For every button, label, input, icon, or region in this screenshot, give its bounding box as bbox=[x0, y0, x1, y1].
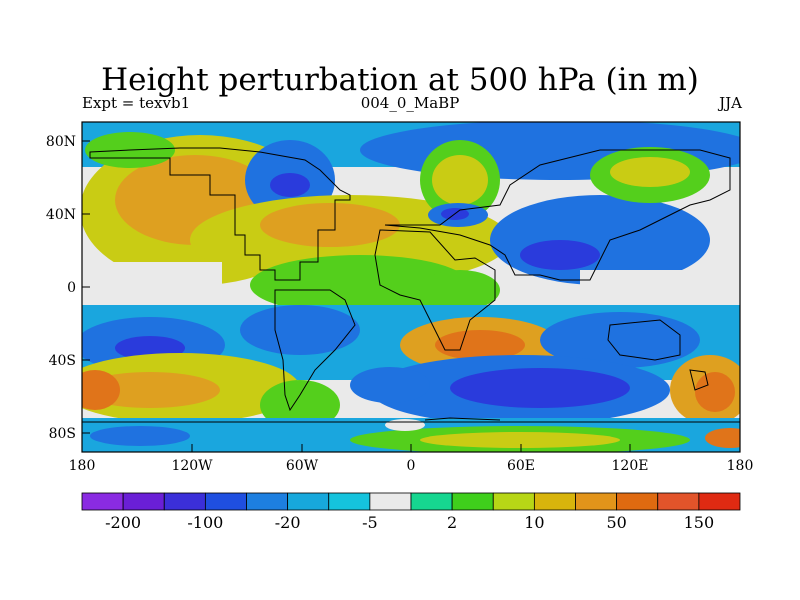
lat-label-80n: 80N bbox=[46, 134, 76, 150]
colorbar-swatch bbox=[369, 492, 412, 511]
height-field bbox=[82, 122, 740, 452]
colorbar-swatch bbox=[287, 492, 330, 511]
lon-axis: 180 120W 60W 0 60E 120E 180 bbox=[69, 444, 754, 474]
lon-label-60w: 60W bbox=[286, 458, 319, 474]
colorbar-labels: -200 -100 -20 -5 2 10 50 150 bbox=[105, 513, 714, 532]
colorbar-label: -100 bbox=[187, 513, 223, 532]
lon-label-120w: 120W bbox=[171, 458, 213, 474]
colorbar-swatch bbox=[328, 492, 371, 511]
lon-label-180w: 180 bbox=[69, 458, 96, 474]
lat-label-0: 0 bbox=[67, 280, 76, 296]
lon-label-180e: 180 bbox=[727, 458, 754, 474]
colorbar-swatch bbox=[451, 492, 494, 511]
lat-label-80s: 80S bbox=[49, 426, 76, 442]
colorbar-swatch bbox=[698, 492, 741, 511]
lat-label-40s: 40S bbox=[49, 353, 76, 369]
colorbar-label: -20 bbox=[275, 513, 301, 532]
chart-title: Height perturbation at 500 hPa (in m) bbox=[101, 62, 699, 98]
lat-label-40n: 40N bbox=[46, 207, 76, 223]
colorbar-swatch bbox=[533, 492, 576, 511]
colorbar-label: -200 bbox=[105, 513, 141, 532]
colorbar-label: 2 bbox=[447, 513, 457, 532]
colorbar-swatch bbox=[575, 492, 618, 511]
colorbar-label: 150 bbox=[684, 513, 715, 532]
colorbar-swatch bbox=[616, 492, 659, 511]
colorbar-swatch bbox=[204, 492, 247, 511]
colorbar-label: 50 bbox=[606, 513, 626, 532]
colorbar bbox=[81, 492, 741, 511]
lon-label-120e: 120E bbox=[612, 458, 649, 474]
colorbar-label: -5 bbox=[362, 513, 378, 532]
case-label: 004_0_MaBP bbox=[360, 94, 460, 112]
colorbar-swatch bbox=[657, 492, 700, 511]
colorbar-swatch bbox=[81, 492, 124, 511]
season-label: JJA bbox=[719, 94, 742, 112]
colorbar-swatch bbox=[163, 492, 206, 511]
coastlines bbox=[82, 147, 740, 423]
lon-label-60e: 60E bbox=[507, 458, 535, 474]
colorbar-swatch bbox=[410, 492, 453, 511]
colorbar-label: 10 bbox=[524, 513, 544, 532]
colorbar-swatch bbox=[246, 492, 289, 511]
colorbar-swatch bbox=[492, 492, 535, 511]
colorbar-swatch bbox=[122, 492, 165, 511]
lat-axis: 80N 40N 0 40S 80S bbox=[46, 134, 90, 442]
lon-label-0: 0 bbox=[407, 458, 416, 474]
experiment-label: Expt = texvb1 bbox=[82, 94, 191, 112]
